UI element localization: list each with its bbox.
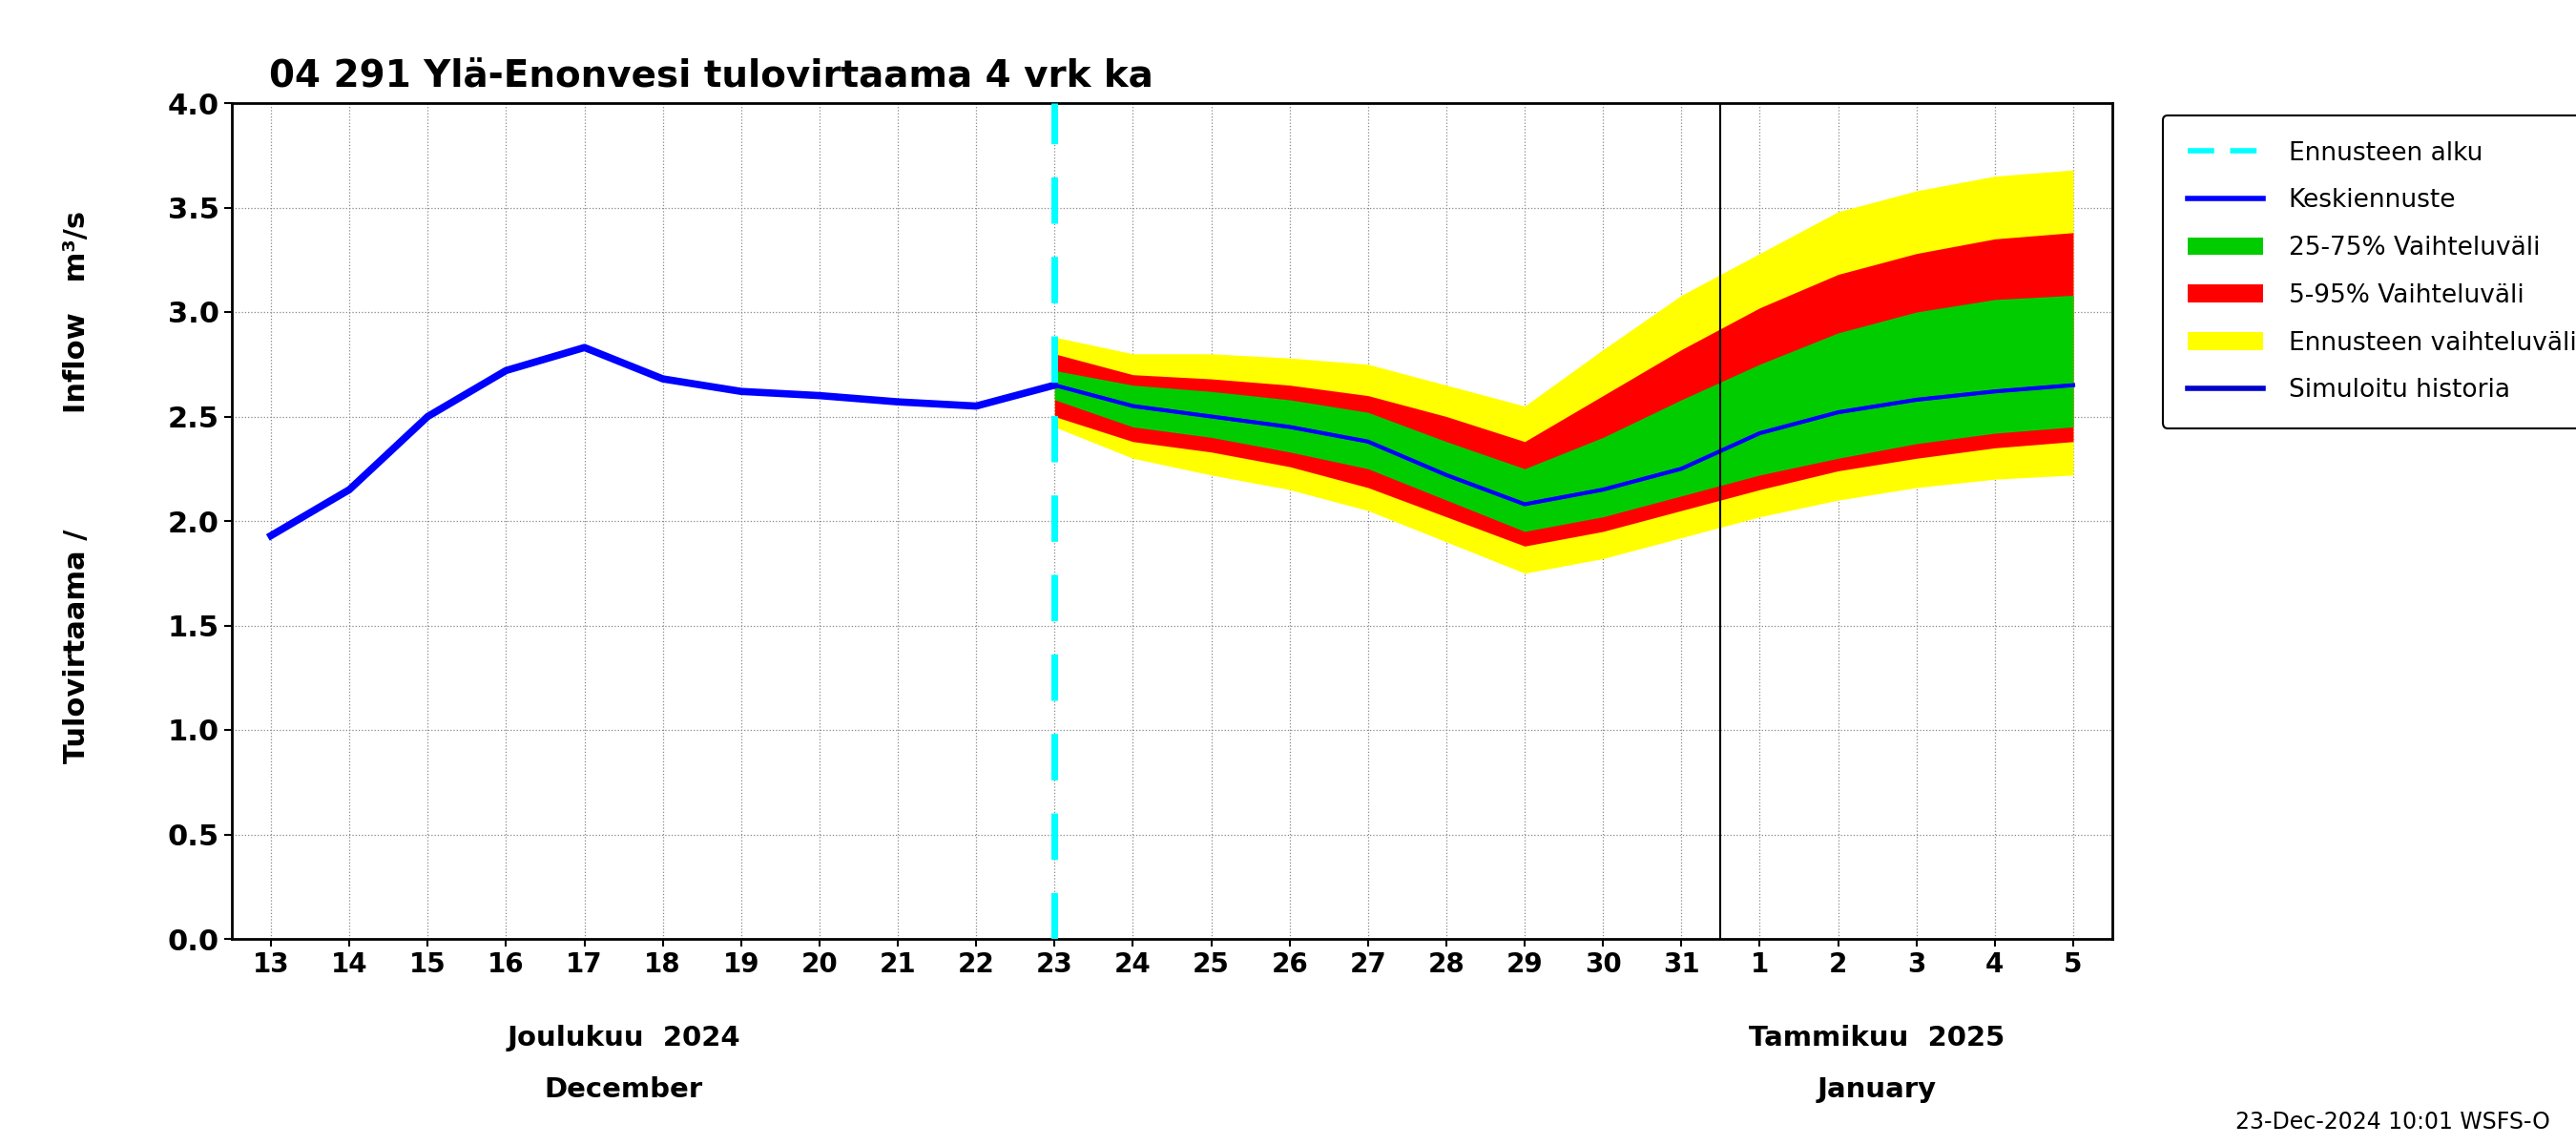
Text: Inflow   m³/s: Inflow m³/s <box>64 211 90 413</box>
Text: 04 291 Ylä-Enonvesi tulovirtaama 4 vrk ka: 04 291 Ylä-Enonvesi tulovirtaama 4 vrk k… <box>270 58 1154 95</box>
Text: Joulukuu  2024: Joulukuu 2024 <box>507 1025 739 1051</box>
Text: January: January <box>1819 1076 1937 1103</box>
Text: Tulovirtaama /: Tulovirtaama / <box>64 529 90 764</box>
Text: 23-Dec-2024 10:01 WSFS-O: 23-Dec-2024 10:01 WSFS-O <box>2236 1111 2550 1134</box>
Text: December: December <box>544 1076 703 1103</box>
Text: Tammikuu  2025: Tammikuu 2025 <box>1749 1025 2004 1051</box>
Legend: Ennusteen alku, Keskiennuste, 25-75% Vaihteluväli, 5-95% Vaihteluväli, Ennusteen: Ennusteen alku, Keskiennuste, 25-75% Vai… <box>2161 116 2576 428</box>
